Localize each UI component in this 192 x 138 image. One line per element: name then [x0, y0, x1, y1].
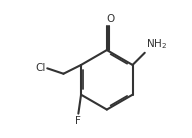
Text: NH$_2$: NH$_2$ [146, 38, 167, 51]
Text: F: F [75, 116, 81, 126]
Text: Cl: Cl [36, 63, 46, 73]
Text: O: O [106, 14, 114, 24]
